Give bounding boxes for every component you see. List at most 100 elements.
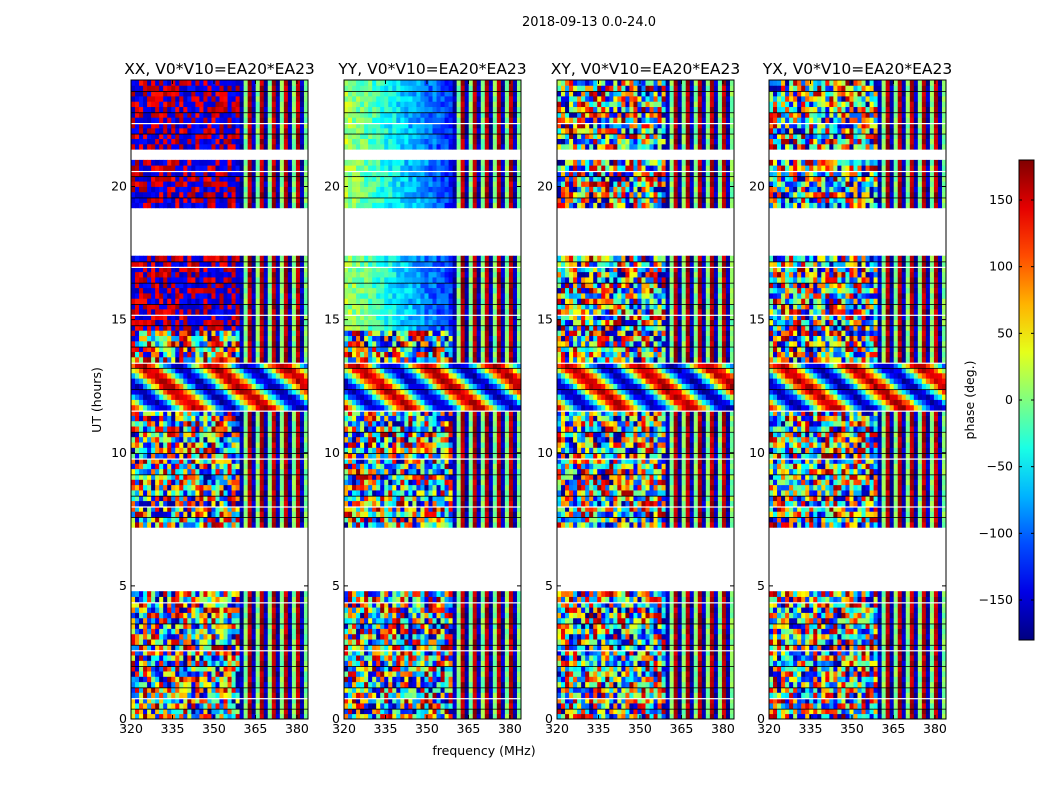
heatmap-cell <box>159 617 164 624</box>
heatmap-cell <box>199 117 204 123</box>
heatmap-cell <box>191 388 196 395</box>
heatmap-cell <box>167 197 172 203</box>
heatmap-cell <box>143 356 148 363</box>
heatmap-cell <box>295 122 301 129</box>
heatmap-cell <box>147 340 152 347</box>
heatmap-cell <box>219 506 224 512</box>
heatmap-cell <box>195 655 200 661</box>
heatmap-cell <box>199 261 204 267</box>
heatmap-cell <box>488 665 494 672</box>
heatmap-cell <box>215 708 220 715</box>
heatmap-cell <box>147 335 152 342</box>
heatmap-cell <box>287 671 293 677</box>
heatmap-cell <box>239 687 245 693</box>
heatmap-cell <box>183 436 188 443</box>
heatmap-cell <box>267 117 273 123</box>
heatmap-cell <box>151 261 156 267</box>
heatmap-cell <box>231 687 236 693</box>
heatmap-cell <box>488 676 494 683</box>
heatmap-cell <box>231 596 236 603</box>
heatmap-cell <box>247 170 253 177</box>
heatmap-cell <box>163 367 168 374</box>
heatmap-cell <box>299 282 305 289</box>
heatmap-cell <box>179 175 184 182</box>
heatmap-cell <box>207 101 212 108</box>
heatmap-cell <box>267 607 273 613</box>
heatmap-cell <box>139 330 144 337</box>
heatmap-cell <box>283 708 289 715</box>
heatmap-cell <box>267 80 273 86</box>
heatmap-cell <box>448 703 454 709</box>
heatmap-cell <box>191 442 196 448</box>
heatmap-cell <box>295 80 301 86</box>
heatmap-cell <box>147 479 152 486</box>
heatmap-cell <box>283 617 289 624</box>
heatmap-cell <box>444 713 449 720</box>
heatmap-cell <box>131 607 136 613</box>
heatmap-cell <box>207 447 212 454</box>
heatmap-cell <box>303 319 309 326</box>
heatmap-cell <box>203 506 208 512</box>
heatmap-cell <box>223 474 228 480</box>
heatmap-cell <box>215 394 220 400</box>
heatmap-cell <box>496 687 502 693</box>
heatmap-cell <box>139 308 144 315</box>
heatmap-cell <box>223 612 228 619</box>
heatmap-cell <box>215 111 220 118</box>
heatmap-cell <box>151 85 156 92</box>
heatmap-cell <box>303 298 309 305</box>
heatmap-cell <box>392 692 397 699</box>
heatmap-cell <box>139 458 144 464</box>
heatmap-cell <box>303 649 309 656</box>
heatmap-cell <box>287 394 293 400</box>
heatmap-cell <box>263 127 269 134</box>
heatmap-cell <box>167 181 172 187</box>
heatmap-cell <box>227 117 232 123</box>
heatmap-cell <box>456 681 462 688</box>
heatmap-cell <box>211 436 216 443</box>
heatmap-cell <box>175 623 180 629</box>
heatmap-cell <box>163 665 168 672</box>
heatmap-cell <box>299 351 305 358</box>
heatmap-cell <box>163 681 168 688</box>
heatmap-cell <box>175 271 180 278</box>
heatmap-cell <box>279 138 285 145</box>
heatmap-cell <box>299 340 305 347</box>
heatmap-cell <box>231 181 236 187</box>
heatmap-cell <box>227 282 232 289</box>
heatmap-cell <box>380 655 385 661</box>
heatmap-cell <box>135 681 140 688</box>
heatmap-cell <box>291 314 297 321</box>
heatmap-cell <box>199 287 204 294</box>
heatmap-cell <box>299 293 305 299</box>
heatmap-cell <box>271 644 277 651</box>
heatmap-cell <box>251 633 257 640</box>
heatmap-cell <box>484 665 490 672</box>
heatmap-cell <box>344 692 349 699</box>
heatmap-cell <box>259 394 265 400</box>
heatmap-cell <box>211 261 216 267</box>
heatmap-cell <box>263 266 269 273</box>
heatmap-cell <box>243 330 249 337</box>
heatmap-cell <box>283 372 289 379</box>
heatmap-cell <box>239 633 245 640</box>
heatmap-cell <box>131 697 136 704</box>
heatmap-cell <box>287 500 293 507</box>
heatmap-cell <box>167 394 172 400</box>
heatmap-cell <box>464 649 470 656</box>
heatmap-cell <box>239 708 245 715</box>
heatmap-cell <box>139 388 144 395</box>
heatmap-cell <box>171 277 176 283</box>
heatmap-cell <box>468 676 474 683</box>
heatmap-cell <box>131 138 136 145</box>
heatmap-cell <box>299 660 305 667</box>
heatmap-cell <box>211 463 216 470</box>
heatmap-cell <box>247 442 253 448</box>
heatmap-cell <box>155 521 160 528</box>
heatmap-cell <box>424 644 429 651</box>
heatmap-cell <box>235 655 241 661</box>
heatmap-cell <box>139 351 144 358</box>
heatmap-cell <box>352 713 357 720</box>
heatmap-cell <box>135 261 140 267</box>
heatmap-cell <box>275 159 281 166</box>
